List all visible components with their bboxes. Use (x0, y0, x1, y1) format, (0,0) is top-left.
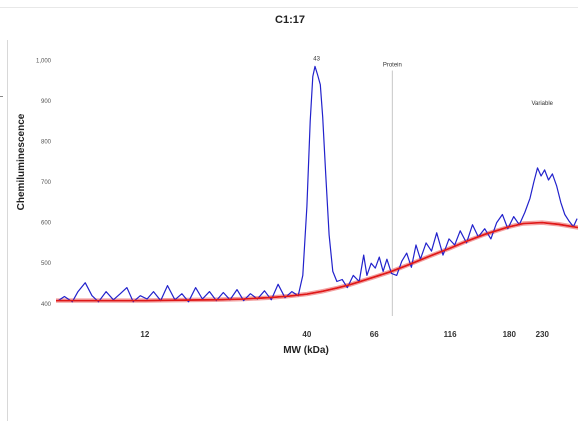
x-tick-group: 12 40 66 116 180 230 (140, 330, 549, 339)
x-tick-label: 66 (370, 330, 379, 339)
y-tick-label: 800 (41, 139, 52, 145)
y-tick-label: 900 (41, 99, 52, 105)
y-tick-group: 400 500 600 700 800 900 1,000 (36, 58, 52, 308)
peak-annotation: Variable (531, 101, 553, 107)
signal-line (57, 65, 578, 303)
y-tick-label: 700 (41, 180, 52, 186)
peak-annotation: 43 (313, 56, 320, 62)
y-axis-label: Chemiluminescence (16, 113, 27, 210)
y-tick-label: 600 (41, 221, 52, 227)
y-tick-label: 500 (41, 261, 52, 267)
x-tick-label: 180 (503, 330, 517, 339)
fit-band-upper (56, 220, 578, 300)
x-tick-label: 116 (444, 330, 457, 339)
annotation-group: 43 Protein Variable (313, 56, 553, 107)
chart-title: C1:17 (275, 14, 305, 26)
peak-annotation: Protein (383, 62, 402, 68)
frame-top-border (0, 7, 578, 8)
x-tick-label: 230 (536, 330, 550, 339)
x-tick-label: 12 (140, 330, 149, 339)
y-tick-label: 1,000 (36, 58, 52, 64)
fit-band-lower (56, 223, 578, 303)
x-tick-label: 40 (302, 330, 311, 339)
side-tick-mark (0, 96, 3, 97)
fit-line (56, 221, 578, 302)
series-group (56, 65, 578, 303)
frame-left-border (7, 40, 8, 421)
y-tick-label: 400 (41, 302, 52, 308)
x-axis-label: MW (kDa) (283, 345, 329, 356)
